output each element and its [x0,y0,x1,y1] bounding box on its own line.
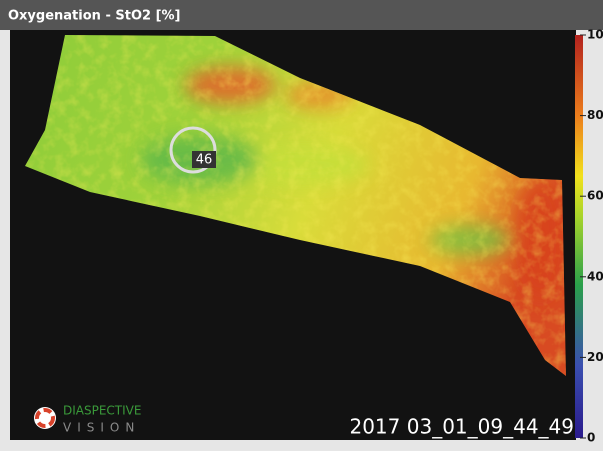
tick-label: 20 [587,350,603,364]
roi-circle[interactable] [169,126,217,174]
tick-label: 60 [587,189,603,203]
timestamp: 2017 03_01_09_44_49 [349,415,574,439]
tick-label: 100 [587,28,603,42]
tick-label: 40 [587,269,603,283]
colorbar [575,35,583,438]
tick-label: 0 [587,431,595,445]
logo-name: DIASPECTIVE [63,404,141,418]
tick-label: 80 [587,108,603,122]
logo: DIASPECTIVE VISION [34,404,141,435]
logo-ring [35,408,55,428]
colorbar-ticks: 0 20 40 60 80 100 [580,28,603,445]
roi-value: 46 [196,153,213,168]
title-bar [0,0,603,30]
title: Oxygenation - StO2 [%] [8,9,180,24]
roi-label-box [192,151,216,168]
logo-subname: VISION [63,421,140,435]
